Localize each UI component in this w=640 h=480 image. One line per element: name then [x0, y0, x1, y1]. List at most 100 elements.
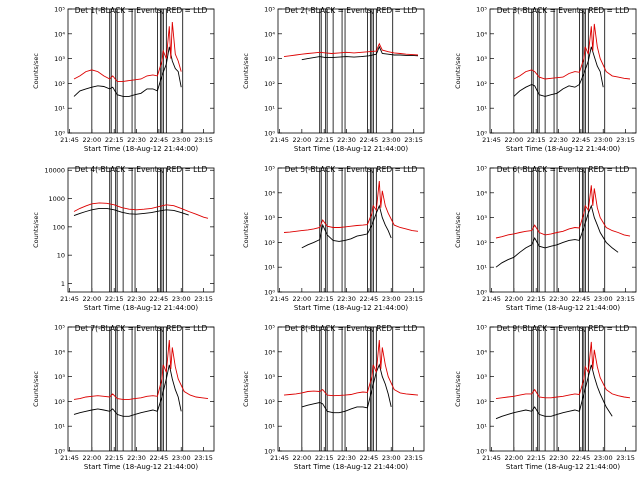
x-tick-label: 23:15 [404, 295, 423, 303]
x-tick-label: 23:15 [194, 454, 213, 462]
y-tick-label: 10⁴ [476, 348, 487, 356]
y-tick-label: 10³ [476, 373, 487, 381]
panel-title: Det 4(-BLACK = Events, RED = LLD [75, 165, 208, 174]
y-tick-label: 1000 [48, 195, 65, 203]
x-tick-label: 22:45 [572, 295, 591, 303]
y-tick-label: 10² [264, 80, 275, 88]
events-series-line [513, 46, 604, 97]
x-axis-label: Start Time (18-Aug-12 21:44:00) [294, 304, 408, 312]
lld-series-line [283, 339, 419, 397]
y-tick-label: 1 [61, 280, 65, 288]
lld-series-line [495, 185, 631, 239]
events-series-line [495, 364, 613, 420]
lld-series-line [283, 42, 419, 58]
y-tick-label: 10³ [54, 373, 65, 381]
x-tick-label: 23:15 [194, 136, 213, 144]
x-tick-label: 22:15 [315, 454, 334, 462]
x-tick-label: 22:00 [504, 295, 523, 303]
y-tick-label: 10¹ [54, 423, 65, 431]
y-tick-label: 10² [54, 80, 65, 88]
panel-det-3: Det 3(-BLACK = Events, RED = LLD 10⁰ 10¹ 10… [454, 6, 637, 153]
plot-frame [489, 326, 637, 452]
x-tick-label: 22:15 [105, 136, 124, 144]
x-tick-label: 23:00 [594, 454, 613, 462]
y-tick-label: 10² [476, 80, 487, 88]
y-axis-label: Counts/sec [242, 371, 250, 407]
x-tick-label: 22:45 [150, 295, 169, 303]
x-tick-label: 23:15 [194, 295, 213, 303]
x-tick-label: 23:15 [616, 136, 635, 144]
y-tick-label: 10³ [264, 55, 275, 63]
plot-frame [67, 8, 215, 134]
x-tick-label: 22:30 [337, 136, 356, 144]
y-tick-label: 10000 [44, 167, 65, 175]
y-tick-label: 10⁴ [264, 189, 275, 197]
y-tick-label: 10⁴ [476, 30, 487, 38]
y-tick-label: 10¹ [476, 105, 487, 113]
x-tick-label: 22:00 [504, 454, 523, 462]
panel-det-9: Det 9(-BLACK = Events, RED = LLD 10⁰ 10¹ 10… [454, 324, 637, 471]
y-tick-label: 10⁵ [476, 165, 487, 173]
y-tick-label: 10⁰ [476, 289, 487, 297]
y-tick-label: 10¹ [476, 423, 487, 431]
plot-frame [489, 167, 637, 293]
y-tick-label: 10² [54, 398, 65, 406]
x-tick-label: 23:00 [382, 136, 401, 144]
lld-series-line [73, 339, 209, 400]
x-tick-label: 23:00 [382, 454, 401, 462]
y-tick-label: 100 [53, 223, 65, 231]
x-tick-label: 22:45 [360, 136, 379, 144]
x-axis-label: Start Time (18-Aug-12 21:44:00) [84, 463, 198, 471]
x-tick-label: 23:00 [594, 295, 613, 303]
y-tick-label: 10³ [264, 214, 275, 222]
y-tick-label: 10 [57, 252, 65, 260]
x-tick-label: 22:00 [504, 136, 523, 144]
x-axis-label: Start Time (18-Aug-12 21:44:00) [84, 145, 198, 153]
x-tick-label: 21:45 [270, 295, 289, 303]
y-axis-label: Counts/sec [454, 212, 462, 248]
x-tick-label: 22:30 [127, 454, 146, 462]
y-tick-label: 10⁴ [476, 189, 487, 197]
panel-det-4: Det 4(-BLACK = Events, RED = LLD 1 10 100 10… [32, 165, 215, 312]
panel-det-1: Det 1(-BLACK = Events, RED = LLD 10⁰ 10¹ 10… [32, 6, 215, 153]
x-tick-label: 22:45 [360, 295, 379, 303]
events-series-line [73, 207, 189, 217]
x-axis-label: Start Time (18-Aug-12 21:44:00) [294, 145, 408, 153]
y-tick-label: 10² [476, 239, 487, 247]
x-tick-label: 22:45 [360, 454, 379, 462]
events-series-line [73, 364, 182, 417]
plot-frame [489, 8, 637, 134]
x-tick-label: 21:45 [60, 454, 79, 462]
y-axis-label: Counts/sec [32, 53, 40, 89]
y-tick-label: 10⁴ [264, 348, 275, 356]
x-axis-label: Start Time (18-Aug-12 21:44:00) [506, 463, 620, 471]
y-tick-label: 10¹ [264, 423, 275, 431]
x-tick-label: 22:15 [105, 295, 124, 303]
panel-title: Det 3(-BLACK = Events, RED = LLD [497, 6, 630, 15]
panel-title: Det 9(-BLACK = Events, RED = LLD [497, 324, 630, 333]
y-tick-label: 10¹ [264, 105, 275, 113]
x-axis-label: Start Time (18-Aug-12 21:44:00) [84, 304, 198, 312]
x-tick-label: 22:00 [292, 454, 311, 462]
y-tick-label: 10⁵ [54, 6, 65, 14]
y-axis-label: Counts/sec [32, 371, 40, 407]
y-tick-label: 10⁵ [264, 6, 275, 14]
y-tick-label: 10⁰ [54, 448, 65, 456]
y-tick-label: 10⁴ [54, 30, 65, 38]
y-tick-label: 10⁵ [476, 324, 487, 332]
y-tick-label: 10⁰ [54, 130, 65, 138]
x-tick-label: 22:15 [527, 136, 546, 144]
y-tick-label: 10⁰ [264, 448, 275, 456]
y-tick-label: 10¹ [264, 264, 275, 272]
y-tick-label: 10² [476, 398, 487, 406]
x-tick-label: 21:45 [60, 295, 79, 303]
x-tick-label: 22:15 [315, 295, 334, 303]
x-tick-label: 23:15 [616, 295, 635, 303]
x-tick-label: 22:00 [82, 295, 101, 303]
x-tick-label: 23:00 [594, 136, 613, 144]
panel-det-6: Det 6(-BLACK = Events, RED = LLD 10⁰ 10¹ 10… [454, 165, 637, 312]
y-tick-label: 10⁴ [54, 348, 65, 356]
y-tick-label: 10⁰ [264, 289, 275, 297]
y-tick-label: 10³ [54, 55, 65, 63]
